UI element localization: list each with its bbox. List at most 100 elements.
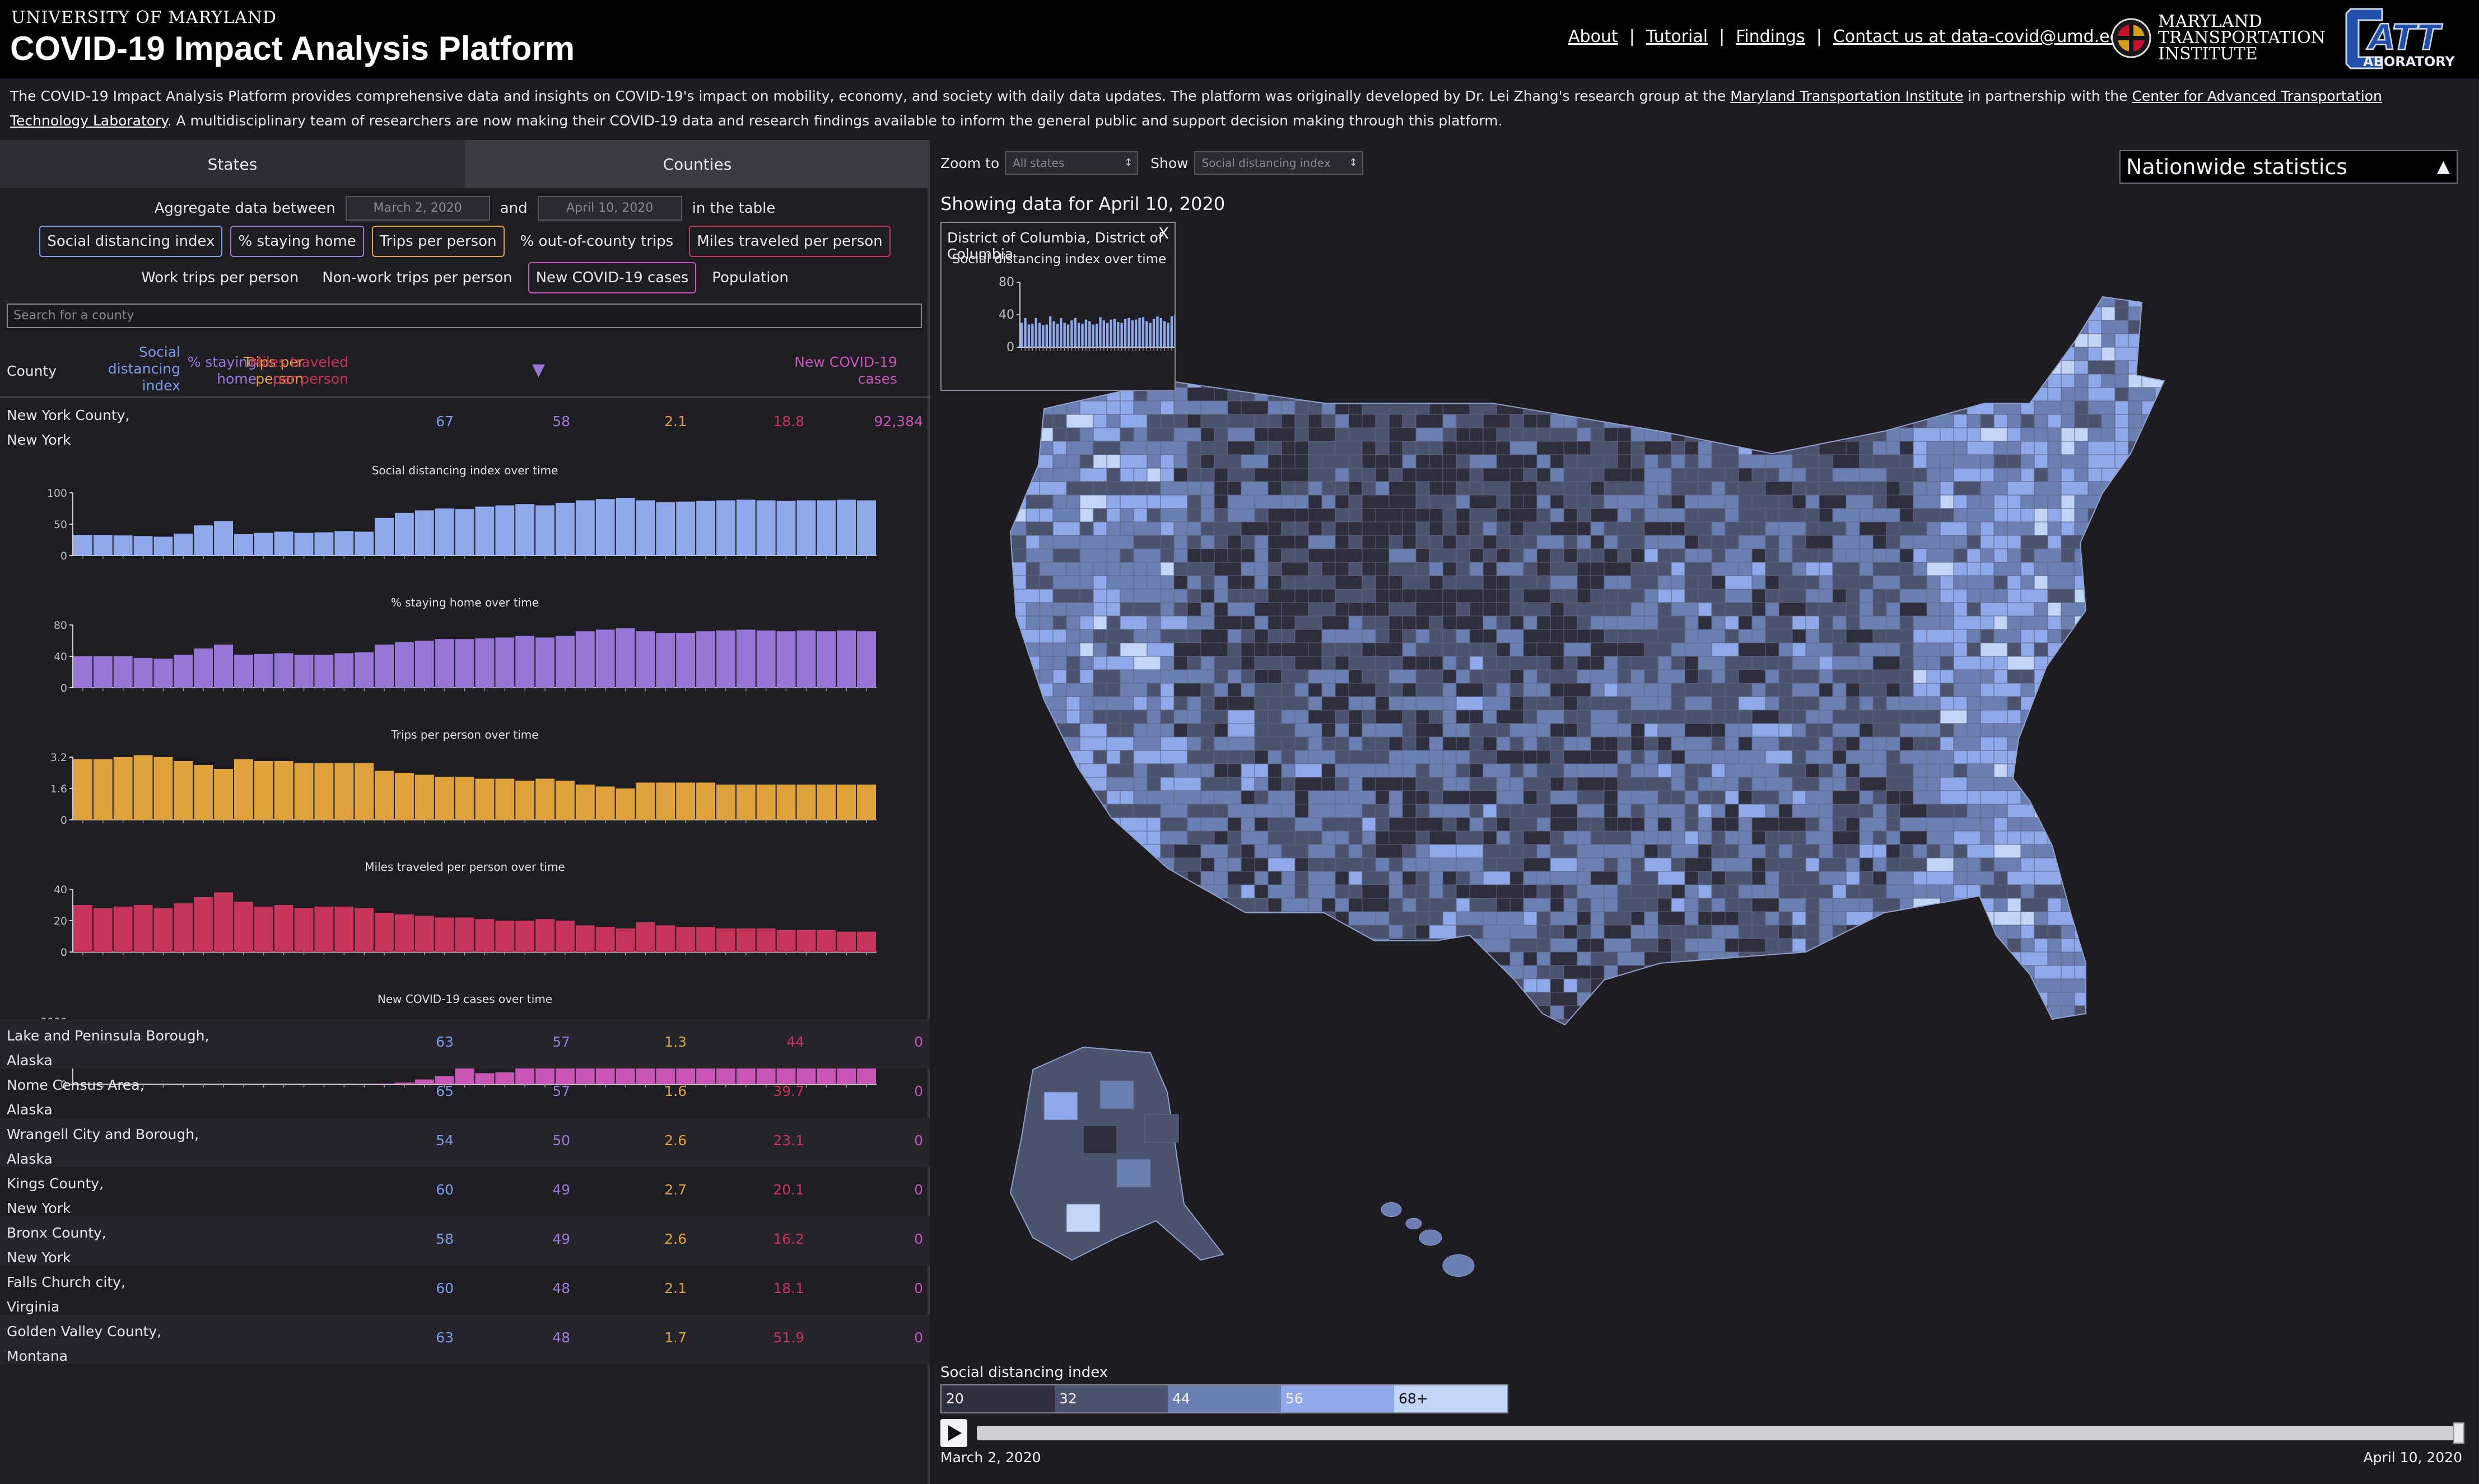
county-shape bbox=[1550, 297, 1578, 307]
column-header-staying-home[interactable]: % staying home bbox=[188, 354, 257, 388]
metric-toggle-staying-home[interactable]: % staying home bbox=[230, 226, 364, 257]
column-header-cases[interactable]: New COVID-19 cases bbox=[794, 354, 897, 388]
chart-bar bbox=[133, 536, 153, 556]
county-shape bbox=[1026, 521, 1054, 536]
metric-toggle-cases[interactable]: New COVID-19 cases bbox=[528, 262, 697, 293]
county-shape bbox=[1657, 481, 1672, 496]
county-shape bbox=[1671, 696, 1685, 711]
county-shape bbox=[1174, 280, 1201, 293]
start-date-input[interactable]: March 2, 2020 bbox=[345, 196, 490, 221]
catt-link[interactable]: Center for Advanced Transportation Techn… bbox=[10, 88, 2382, 129]
tab-counties[interactable]: Counties bbox=[465, 140, 930, 188]
zoom-select[interactable]: All states bbox=[1005, 151, 1139, 175]
county-shape bbox=[1012, 763, 1040, 778]
county-shape bbox=[1751, 992, 1779, 1006]
us-county-choropleth-map[interactable] bbox=[932, 140, 2479, 1372]
county-shape bbox=[1214, 992, 1242, 1006]
county-shape bbox=[1402, 333, 1416, 348]
county-shape bbox=[1388, 911, 1416, 926]
county-shape bbox=[1173, 297, 1188, 307]
tab-states[interactable]: States bbox=[0, 140, 465, 188]
table-row[interactable]: Falls Church city, Virginia 60 48 2.1 18.1 0 bbox=[0, 1266, 930, 1315]
county-shape bbox=[1967, 562, 1981, 576]
metric-toggle-nonwork-trips[interactable]: Non-work trips per person bbox=[322, 269, 512, 286]
county-shape bbox=[1268, 374, 1282, 388]
column-header-county[interactable]: County bbox=[7, 363, 57, 379]
nav-about-link[interactable]: About bbox=[1568, 27, 1618, 46]
county-shape bbox=[1940, 535, 1954, 549]
county-shape bbox=[1563, 830, 1578, 845]
county-shape bbox=[1657, 736, 1672, 751]
county-shape bbox=[1859, 965, 1887, 979]
county-shape bbox=[2141, 575, 2156, 590]
county-shape bbox=[1227, 468, 1255, 482]
close-icon[interactable]: X bbox=[1158, 224, 1169, 242]
county-shape bbox=[1751, 562, 1766, 576]
sort-desc-icon[interactable]: ▼ bbox=[532, 360, 546, 380]
county-shape bbox=[1644, 830, 1658, 845]
county-shape bbox=[1241, 750, 1255, 764]
timeline-slider[interactable] bbox=[977, 1422, 2464, 1444]
metric-toggle-population[interactable]: Population bbox=[712, 269, 789, 286]
county-shape bbox=[1010, 1005, 1013, 1020]
county-shape bbox=[1590, 978, 1605, 993]
metric-toggle-sdi[interactable]: Social distancing index bbox=[39, 226, 223, 257]
mti-link[interactable]: Maryland Transportation Institute bbox=[1730, 88, 1964, 104]
county-shape bbox=[1173, 468, 1188, 482]
play-button[interactable] bbox=[940, 1419, 967, 1447]
county-shape bbox=[1899, 333, 1927, 348]
metric-toggle-out-of-county[interactable]: % out-of-county trips bbox=[520, 233, 674, 250]
column-header-sdi[interactable]: Social distancing index bbox=[108, 344, 180, 394]
county-shape bbox=[1010, 494, 1013, 509]
county-shape bbox=[1268, 562, 1282, 576]
table-row[interactable]: Wrangell City and Borough, Alaska 54 50 2.6 2… bbox=[0, 1118, 930, 1167]
metric-toggle-trips[interactable]: Trips per person bbox=[371, 226, 505, 257]
chart-bar bbox=[556, 921, 575, 952]
county-shape bbox=[1173, 602, 1188, 617]
county-shape bbox=[2169, 482, 2182, 495]
county-shape bbox=[1294, 297, 1322, 307]
chart-bar bbox=[1102, 320, 1105, 347]
county-shape bbox=[1066, 978, 1080, 993]
nav-findings-link[interactable]: Findings bbox=[1736, 27, 1805, 46]
county-shape bbox=[1792, 615, 1806, 630]
county-shape bbox=[2114, 1019, 2129, 1025]
county-shape bbox=[2155, 951, 2164, 966]
county-shape bbox=[1698, 669, 1712, 684]
county-shape bbox=[1536, 374, 1551, 388]
metric-select[interactable]: Social distancing index bbox=[1194, 151, 1363, 175]
county-shape bbox=[2101, 1019, 2115, 1025]
county-shape bbox=[1079, 978, 1094, 993]
table-row[interactable]: New York County, New York 67 58 2.1 18.8… bbox=[0, 399, 930, 448]
table-row[interactable]: Nome Census Area, Alaska 65 57 1.6 39.7 0 bbox=[0, 1068, 930, 1118]
nav-contact-link[interactable]: Contact us at data-covid@umd.edu bbox=[1833, 27, 2131, 46]
county-shape bbox=[1792, 468, 1806, 482]
metric-toggle-miles[interactable]: Miles traveled per person bbox=[689, 226, 891, 257]
county-shape bbox=[1442, 535, 1457, 549]
table-row[interactable]: Lake and Peninsula Borough, Alaska 63 57 1.3… bbox=[0, 1019, 930, 1068]
county-shape bbox=[1496, 830, 1511, 845]
nationwide-statistics-dropdown[interactable]: Nationwide statistics ▲ bbox=[2119, 150, 2458, 184]
nav-tutorial-link[interactable]: Tutorial bbox=[1646, 27, 1708, 46]
chart-bar bbox=[1092, 324, 1094, 347]
county-shape bbox=[1617, 683, 1645, 697]
column-header-miles[interactable]: Miles traveled per person bbox=[250, 354, 348, 388]
end-date-input[interactable]: April 10, 2020 bbox=[537, 196, 682, 221]
table-row[interactable]: Golden Valley County, Montana 63 48 1.7 51.9 0 bbox=[0, 1315, 930, 1364]
county-shape bbox=[1079, 898, 1094, 912]
county-shape bbox=[1913, 911, 1927, 926]
county-shape bbox=[1200, 1019, 1228, 1025]
metric-toggle-work-trips[interactable]: Work trips per person bbox=[141, 269, 299, 286]
county-search-input[interactable]: Search for a county bbox=[7, 304, 922, 328]
county-shape bbox=[2128, 535, 2142, 549]
county-shape bbox=[2007, 978, 2035, 993]
timeline-handle[interactable] bbox=[2453, 1422, 2464, 1444]
column-header-trips[interactable]: Trips per person bbox=[244, 354, 304, 388]
aggregate-label: Aggregate data between bbox=[154, 200, 335, 217]
county-shape bbox=[1120, 884, 1148, 899]
county-shape bbox=[1147, 696, 1161, 711]
expanded-county-row[interactable]: New York County, New York 67 58 2.1 18.8… bbox=[0, 399, 930, 1137]
county-shape bbox=[1751, 817, 1779, 832]
table-row[interactable]: Bronx County, New York 58 49 2.6 16.2 0 bbox=[0, 1216, 930, 1266]
table-row[interactable]: Kings County, New York 60 49 2.7 20.1 0 bbox=[0, 1167, 930, 1216]
